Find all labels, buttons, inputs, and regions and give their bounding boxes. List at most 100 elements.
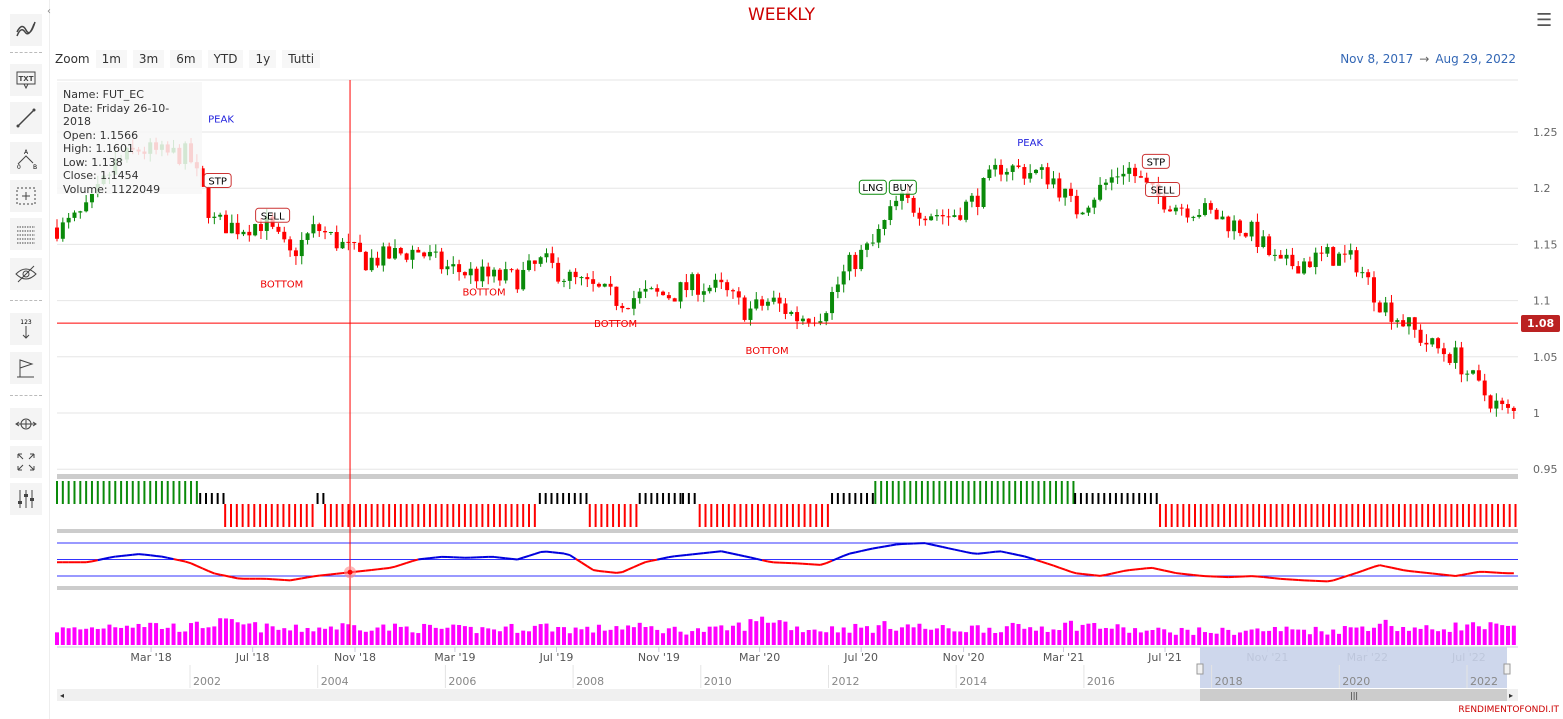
volume-bar [1109,628,1114,645]
zoom-button-3m[interactable]: 3m [132,50,165,68]
oscillator-line [150,554,157,557]
measure-icon[interactable] [10,180,42,212]
oscillator-line [394,563,402,568]
zoom-button-1y[interactable]: 1y [249,50,277,68]
volume-bar [177,631,182,645]
volume-bar [1441,629,1446,645]
zoom-button-ytd[interactable]: YTD [207,50,244,68]
volume-bar [95,628,100,645]
volume-bar [1237,632,1242,645]
candle [1447,354,1452,363]
flag-icon[interactable] [10,352,42,384]
line-icon[interactable] [10,102,42,134]
oscillator-line [627,566,635,571]
oscillator-line [126,553,133,557]
candle [1080,212,1085,215]
candle [567,271,572,281]
scrollbar-track[interactable] [57,689,1518,701]
volume-bar [1232,634,1237,645]
candle [1098,184,1103,200]
range-from[interactable]: Nov 8, 2017 [1340,52,1414,66]
volume-bar [241,624,246,645]
candle [620,305,625,309]
zoom-pan-icon[interactable] [10,408,42,440]
candle [1453,347,1458,363]
candle [253,224,258,236]
volume-bar [532,625,537,645]
credit-link[interactable]: RENDIMENTOFONDI.IT [1458,705,1559,715]
volume-bar [439,628,444,645]
candle [1074,195,1079,215]
oscillator-line [1472,570,1480,574]
candle [876,228,881,243]
candle [917,212,922,219]
candle [783,303,788,314]
x-tick-label: Mar '20 [739,651,780,664]
volume-bar [777,620,782,645]
volume-bar [1476,626,1481,645]
fullscreen-icon[interactable] [10,446,42,478]
range-to[interactable]: Aug 29, 2022 [1435,52,1516,66]
oscillator-line [977,552,984,555]
scrollbar-thumb[interactable] [1200,689,1507,701]
volume-bar [1307,634,1312,645]
crosshair-price-label: 1.08 [1521,315,1561,332]
hide-annotations-icon[interactable] [10,258,42,290]
oscillator-line [715,550,722,553]
oscillator-line [674,554,681,558]
volume-bar [899,627,904,645]
volume-bar [60,627,65,645]
volume-bar [1459,630,1464,645]
volume-bar [363,631,368,645]
indicators-icon[interactable] [10,14,42,46]
annotation-label: SELL [1151,185,1175,196]
volume-bar [894,630,899,645]
zoom-button-tutti[interactable]: Tutti [282,50,321,68]
candle [544,253,549,258]
zoom-button-1m[interactable]: 1m [95,50,127,68]
candle [1185,208,1190,218]
candle [806,318,811,323]
volume-bar [987,627,992,645]
annotation-label: BOTTOM [463,288,506,299]
candle [748,308,753,320]
candle [1121,173,1126,177]
zoom-button-6m[interactable]: 6m [170,50,202,68]
volume-bar [1168,632,1173,645]
oscillator-line [132,553,139,556]
volume-bar [381,624,386,645]
volume-bar [1033,630,1038,645]
volume-bar [1179,627,1184,645]
annotation-box [1141,153,1170,169]
navigator-handle[interactable] [1196,663,1204,675]
oscillator-line [983,551,990,555]
elliott-wave-icon[interactable]: A 0 B [10,142,42,174]
candle [1138,176,1143,178]
fibonacci-icon[interactable] [10,218,42,250]
hamburger-menu-icon[interactable]: ☰ [1536,10,1553,31]
volume-bar [416,633,421,645]
candle [334,232,339,249]
settings-icon[interactable] [10,483,42,515]
range-arrow: → [1419,52,1430,66]
y-tick-label: 1.15 [1533,238,1558,251]
volume-bar [1022,628,1027,645]
navigator-tick-label: 2002 [193,675,221,688]
scroll-left-arrow[interactable]: ◂ [60,691,64,700]
volume-bar [1162,629,1167,645]
oscillator-line [1163,569,1171,573]
oscillator-line [639,561,646,566]
oscillator-line [1338,575,1346,580]
volume-bar [311,631,316,645]
text-annotation-icon[interactable]: TXT [10,64,42,96]
oscillator-line [692,552,699,556]
scroll-right-arrow[interactable]: ▸ [1509,691,1513,700]
collapse-toolbar-icon[interactable]: ‹ [47,6,51,17]
candle [1319,252,1324,254]
candle [981,178,986,207]
vertical-counter-icon[interactable]: 123 [10,313,42,345]
candle [369,257,374,271]
navigator-handle[interactable] [1503,663,1511,675]
y-tick-label: 1.25 [1533,126,1558,139]
